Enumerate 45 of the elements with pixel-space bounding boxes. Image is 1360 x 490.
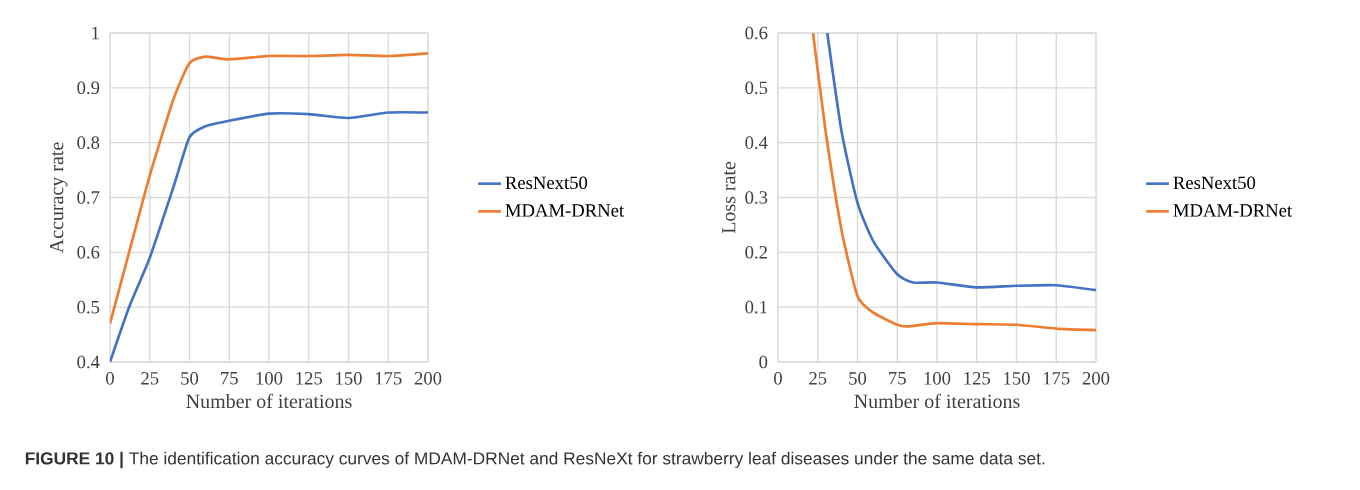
y-tick-label: 0.4 — [77, 355, 100, 369]
legend-label: ResNext50 — [505, 176, 588, 190]
x-axis-title: Number of iterations — [186, 393, 352, 409]
y-tick-label: 0.2 — [745, 245, 767, 259]
x-tick-label: 100 — [256, 372, 283, 385]
y-tick-label: 0.6 — [77, 245, 100, 259]
x-tick-label: 25 — [809, 372, 827, 385]
line-series — [825, 33, 1097, 292]
line-series — [110, 110, 428, 362]
x-tick-label: 50 — [181, 372, 199, 385]
x-tick-label: 50 — [849, 372, 867, 385]
legend-label: MDAM-DRNet — [505, 204, 625, 217]
x-tick-label: 100 — [924, 372, 951, 385]
y-tick-label: 1 — [92, 26, 99, 40]
y-tick-label: 0.6 — [745, 26, 768, 40]
legend-label: ResNext50 — [1173, 176, 1256, 190]
x-tick-label: 0 — [106, 372, 114, 385]
x-tick-label: 75 — [221, 372, 238, 385]
x-tick-label: 125 — [296, 372, 323, 385]
y-tick-label: 0.3 — [745, 191, 768, 204]
y-tick-label: 0.7 — [77, 191, 100, 204]
y-tick-label: 0.4 — [745, 136, 768, 150]
y-axis-title: Accuracy rate — [49, 142, 68, 254]
y-tick-label: 0.8 — [77, 136, 100, 150]
y-tick-label: 0.5 — [745, 81, 768, 95]
x-tick-label: 75 — [889, 372, 906, 385]
x-tick-label: 200 — [1082, 372, 1110, 385]
legend-label: MDAM-DRNet — [1173, 204, 1293, 217]
x-tick-label: 200 — [414, 372, 442, 385]
x-tick-label: 125 — [964, 372, 991, 385]
x-tick-label: 0 — [774, 372, 782, 385]
y-tick-label: 0.1 — [745, 300, 767, 314]
x-tick-label: 175 — [1043, 372, 1070, 385]
line-series — [811, 33, 1097, 332]
line-series — [110, 51, 428, 325]
y-axis-title: Loss rate — [722, 161, 736, 234]
x-tick-label: 150 — [336, 372, 362, 385]
x-axis-title: Number of iterations — [854, 393, 1020, 409]
text: FIGURE 10 | The identification accuracy curves of MDAM-DRNet and ResNeXt for strawberry leaf diseases under the same data set. — [25, 451, 1045, 469]
x-tick-label: 150 — [1004, 372, 1030, 385]
x-tick-label: 25 — [141, 372, 159, 385]
x-tick-label: 175 — [375, 372, 402, 385]
y-tick-label: 0.9 — [77, 81, 100, 95]
y-tick-label: 0 — [759, 355, 768, 369]
y-tick-label: 0.5 — [77, 300, 100, 314]
